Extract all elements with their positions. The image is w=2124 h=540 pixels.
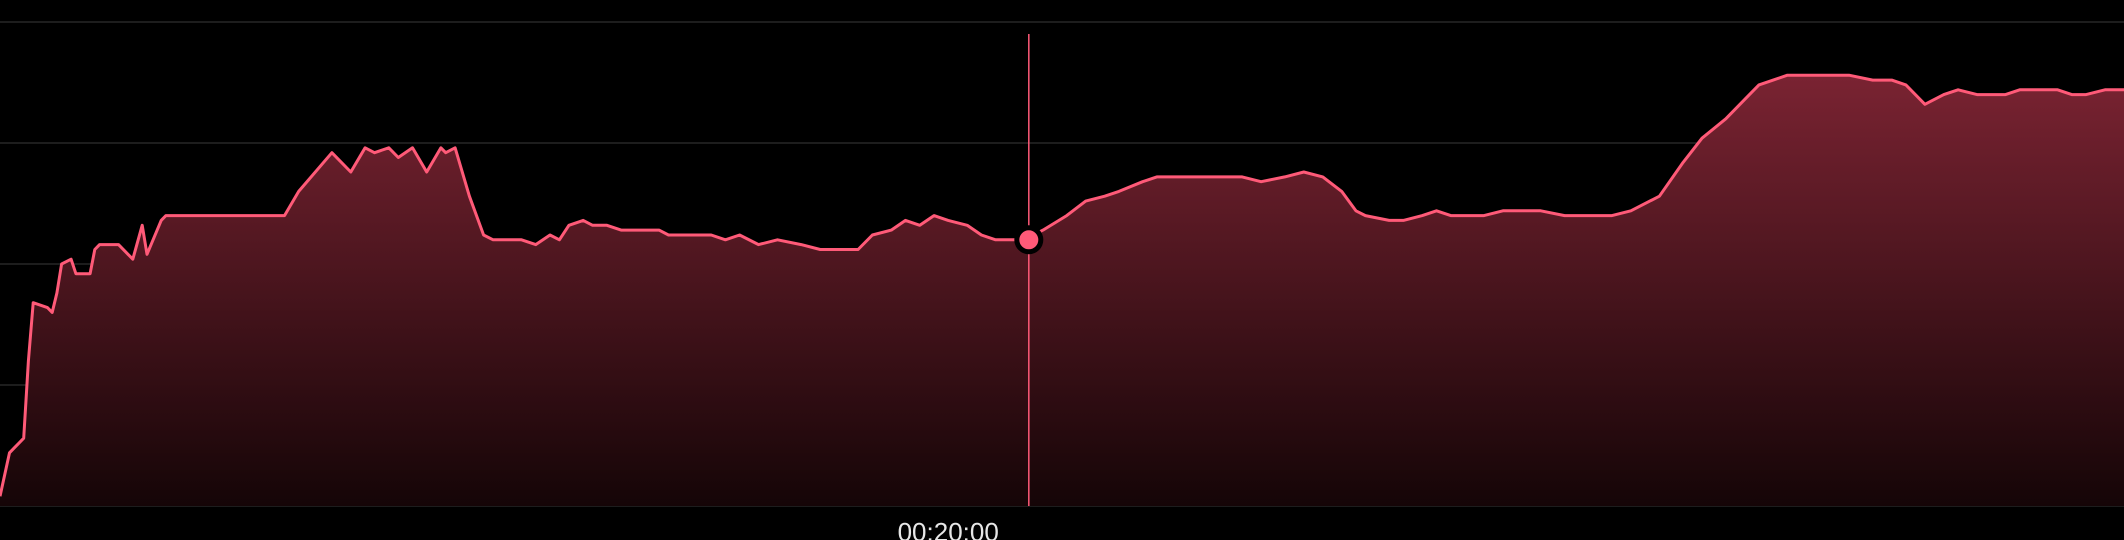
series-line — [0, 73, 2124, 497]
area-fill — [0, 75, 2124, 506]
x-tick-label: 00:20:00 — [898, 517, 999, 540]
cursor-marker[interactable] — [1014, 225, 1044, 255]
x-axis-ticks: 00:20:00 — [898, 517, 999, 540]
